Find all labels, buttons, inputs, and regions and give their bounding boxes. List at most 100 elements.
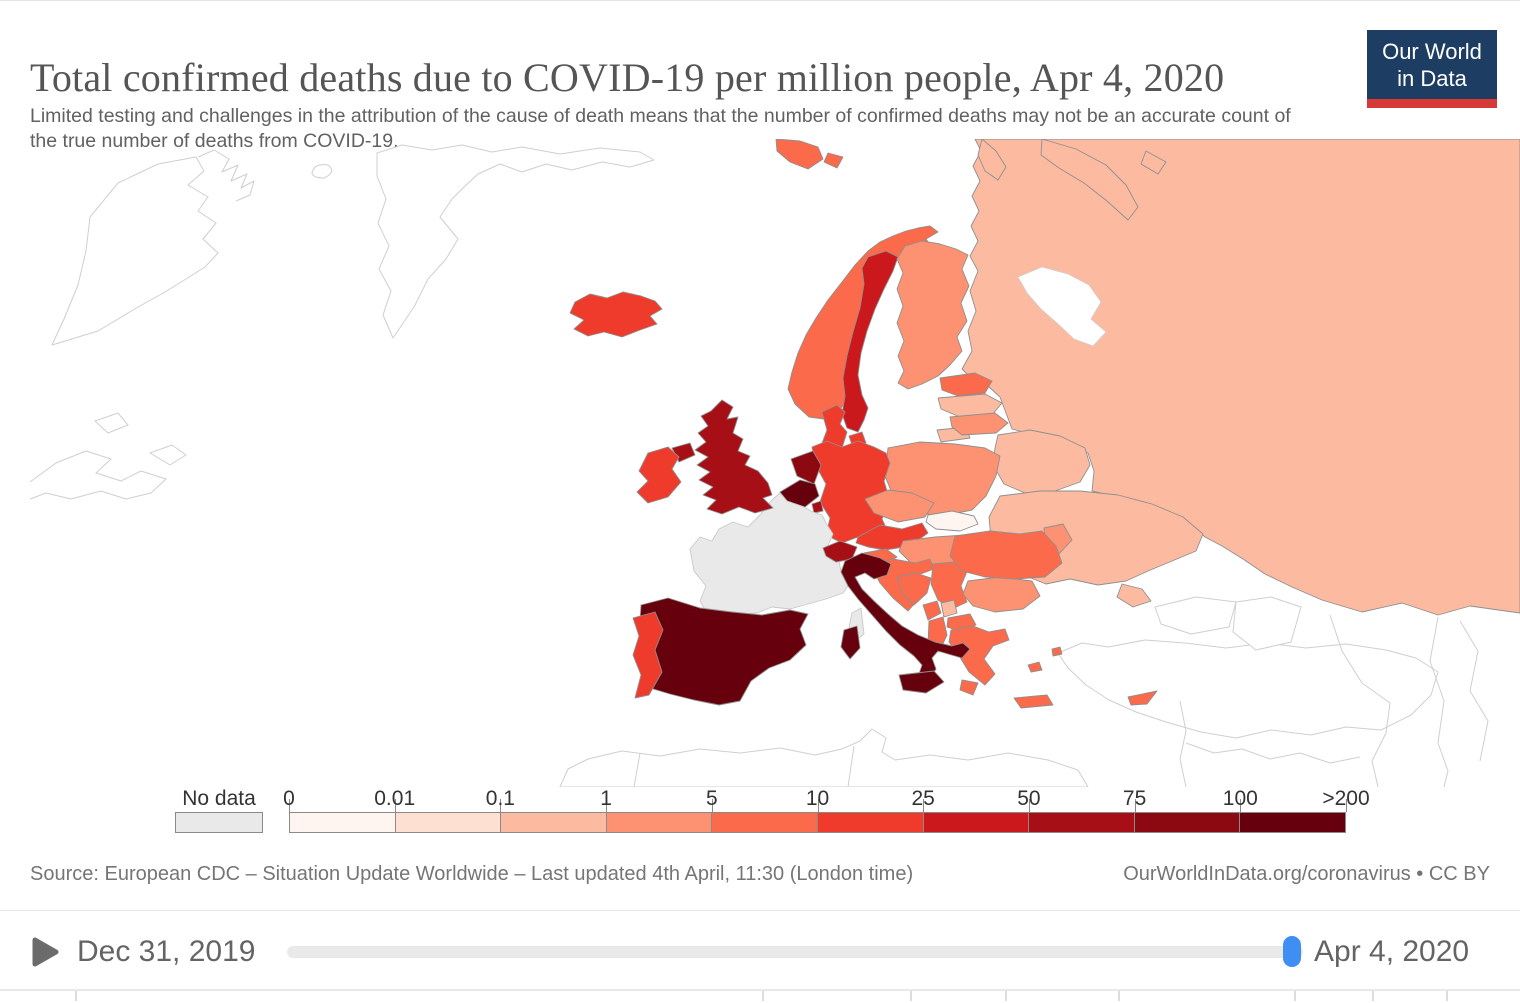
legend-bin[interactable] — [394, 813, 501, 832]
country-greece-crete[interactable] — [1013, 694, 1054, 709]
page-subtitle: Limited testing and challenges in the at… — [30, 104, 1291, 152]
country-greece-peloponnese[interactable] — [959, 679, 979, 696]
legend-tick — [1346, 799, 1347, 812]
country-greece-island-a[interactable] — [1027, 661, 1043, 673]
country-ireland[interactable] — [636, 446, 682, 504]
legend-bin[interactable] — [922, 813, 1029, 832]
legend-bin[interactable] — [816, 813, 923, 832]
legend-tick — [606, 799, 608, 812]
source-text: Source: European CDC – Situation Update … — [30, 863, 914, 885]
country-kosovo[interactable] — [940, 599, 958, 618]
legend-tick-label: 25 — [911, 787, 935, 810]
country-sweden[interactable] — [841, 250, 899, 433]
outline-levant-coast — [1179, 700, 1187, 787]
background-outlines — [29, 144, 1489, 787]
page-title: Total confirmed deaths due to COVID-19 p… — [30, 54, 1225, 100]
country-svalbard[interactable] — [775, 139, 824, 170]
country-greece-island-b[interactable] — [1051, 646, 1063, 657]
legend-tick-label: 50 — [1017, 787, 1041, 810]
owid-logo-accent-bar — [1367, 99, 1497, 108]
outline-north-africa — [559, 728, 1089, 787]
legend-tick-label: 75 — [1122, 787, 1147, 810]
country-italy[interactable] — [840, 552, 971, 683]
country-novaya-zemlya-1[interactable] — [977, 139, 1007, 181]
country-iceland[interactable] — [569, 291, 663, 338]
legend-tick — [817, 799, 819, 812]
country-luxembourg[interactable] — [811, 500, 824, 514]
timeline-end-date: Apr 4, 2020 — [1314, 935, 1470, 968]
outline-turkey — [1057, 639, 1439, 739]
timeline-track[interactable] — [287, 946, 1303, 958]
legend-tick — [394, 799, 396, 812]
legend-bin[interactable] — [711, 813, 817, 832]
white-sea — [1017, 266, 1107, 347]
country-finland[interactable] — [896, 240, 970, 390]
country-svalbard-2[interactable] — [823, 152, 844, 169]
legend-bin[interactable] — [500, 813, 606, 832]
country-bulgaria[interactable] — [962, 576, 1041, 613]
legend-tick — [289, 799, 290, 812]
legend-tick-label: 0 — [283, 787, 295, 810]
legend-tick — [1134, 799, 1136, 812]
bottom-strip-tick — [1446, 991, 1448, 1001]
timeline-divider — [0, 910, 1520, 911]
outline-caspian-west — [1329, 614, 1391, 787]
outline-baffin — [51, 156, 219, 346]
outline-island-a — [311, 164, 333, 179]
bottom-edge-strip — [0, 989, 1520, 1003]
legend-tick-label: 10 — [805, 787, 830, 810]
outline-mideast-borders — [1185, 742, 1361, 764]
outline-central-asia — [1459, 620, 1489, 762]
country-novaya-zemlya-3[interactable] — [1140, 150, 1167, 175]
country-bosnia[interactable] — [896, 572, 932, 606]
legend-bin[interactable] — [290, 813, 395, 832]
country-great-britain[interactable] — [694, 399, 774, 515]
choropleth-map — [0, 139, 1520, 787]
country-sardinia[interactable] — [840, 625, 861, 660]
timeline: Dec 31, 2019 Apr 4, 2020 — [0, 911, 1520, 990]
outline-caspian-east — [1429, 616, 1449, 787]
legend-tick — [711, 799, 713, 812]
country-spain[interactable] — [639, 597, 809, 706]
country-netherlands[interactable] — [790, 450, 822, 485]
country-crimea[interactable] — [1116, 583, 1152, 608]
legend-bin[interactable] — [605, 813, 712, 832]
owid-link[interactable]: OurWorldInData.org/coronavirus • CC BY — [1123, 863, 1490, 885]
bottom-strip-tick — [1294, 991, 1296, 1001]
outline-greenland — [376, 144, 655, 339]
country-estonia[interactable] — [939, 372, 993, 397]
outline-africa-border-a — [633, 752, 641, 787]
legend-bin[interactable] — [1028, 813, 1134, 832]
bottom-strip-tick — [910, 991, 912, 1001]
legend-tick — [1028, 799, 1030, 812]
owid-logo-text: Our World in Data — [1367, 30, 1497, 99]
country-romania[interactable] — [949, 530, 1063, 580]
timeline-handle[interactable] — [1283, 936, 1301, 967]
legend-tick — [923, 799, 925, 812]
country-cyprus[interactable] — [1127, 690, 1158, 706]
owid-logo[interactable]: Our World in Data — [1367, 30, 1497, 108]
legend-no-data-label: No data — [182, 787, 256, 810]
country-montenegro[interactable] — [922, 600, 942, 621]
country-novaya-zemlya-2[interactable] — [1040, 139, 1139, 221]
bottom-strip-tick — [1118, 991, 1120, 1001]
legend-bin[interactable] — [1133, 813, 1240, 832]
country-lithuania[interactable] — [949, 412, 1009, 436]
legend-tick — [1240, 799, 1242, 812]
country-portugal[interactable] — [632, 611, 664, 699]
country-sicily[interactable] — [898, 670, 945, 694]
legend-tick-label: 1 — [600, 787, 612, 810]
timeline-start-date: Dec 31, 2019 — [77, 935, 256, 968]
bottom-strip-tick — [1372, 991, 1374, 1001]
bottom-strip-tick — [762, 991, 764, 1001]
legend-color-bar — [289, 812, 1346, 833]
country-slovakia[interactable] — [925, 510, 979, 532]
legend-tick-label: 100 — [1222, 787, 1258, 810]
outline-greenland-fjords — [197, 149, 255, 202]
outline-azerbaijan — [1232, 596, 1302, 651]
country-czechia[interactable] — [864, 489, 935, 523]
outline-georgia — [1154, 596, 1237, 635]
legend-no-data-swatch[interactable] — [175, 812, 263, 833]
play-button[interactable] — [30, 937, 60, 967]
legend-bin[interactable] — [1239, 813, 1345, 832]
